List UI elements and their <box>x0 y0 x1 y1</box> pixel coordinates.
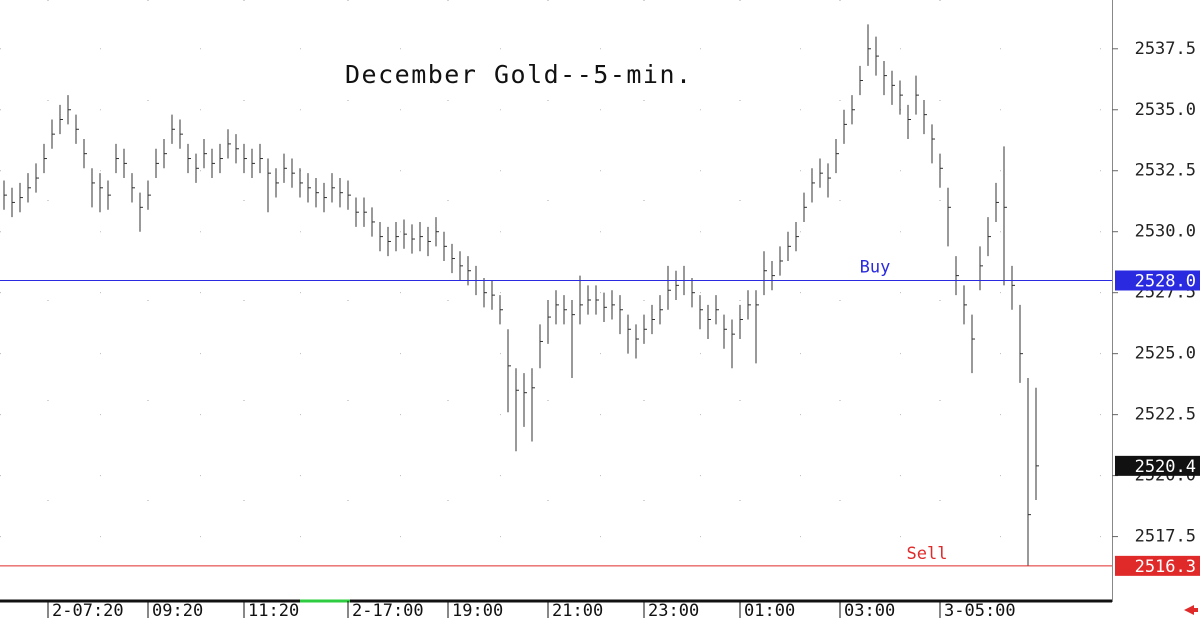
y-tick-label: 2532.5 <box>1135 161 1196 181</box>
level-value-label: 2528.0 <box>1135 271 1196 291</box>
level-name: Sell <box>907 544 948 564</box>
level-box <box>1115 555 1200 576</box>
y-tick-label: 2535.0 <box>1135 100 1196 120</box>
y-tick-label: 2517.5 <box>1135 527 1196 547</box>
x-tick-label: 11:20 <box>248 601 299 618</box>
level-box <box>1115 270 1200 291</box>
x-tick-label: 2-17:00 <box>352 601 424 618</box>
x-tick-label: 2-07:20 <box>52 601 124 618</box>
last-price-box <box>1115 455 1200 476</box>
level-name: Buy <box>860 257 891 277</box>
level-value-label: 2516.3 <box>1135 557 1196 577</box>
y-tick-label: 2537.5 <box>1135 39 1196 59</box>
last-price-label: 2520.4 <box>1135 457 1196 477</box>
x-tick-label: 21:00 <box>552 601 603 618</box>
x-tick-label: 23:00 <box>648 601 699 618</box>
y-tick-label: 2530.0 <box>1135 222 1196 242</box>
x-tick-label: 19:00 <box>452 601 503 618</box>
x-tick-label: 3-05:00 <box>944 601 1016 618</box>
x-tick-label: 09:20 <box>152 601 203 618</box>
chart-title: December Gold--5-min. <box>345 60 693 89</box>
y-tick-label: 2525.0 <box>1135 344 1196 364</box>
x-tick-label: 01:00 <box>744 601 795 618</box>
y-tick-label: 2522.5 <box>1135 405 1196 425</box>
scroll-arrow[interactable] <box>1184 605 1198 615</box>
x-tick-label: 03:00 <box>844 601 895 618</box>
